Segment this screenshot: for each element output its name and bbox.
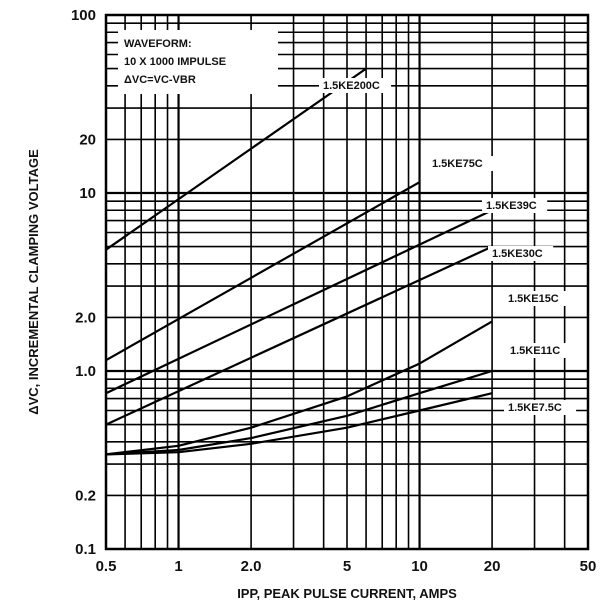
- x-axis-title: IPP, PEAK PULSE CURRENT, AMPS: [237, 586, 457, 601]
- x-tick-label: 2.0: [241, 558, 262, 575]
- y-tick-label: 0.2: [75, 487, 96, 504]
- series-line: [105, 369, 493, 456]
- x-tick-label: 50: [580, 558, 597, 575]
- series-label: 1.5KE11C: [510, 345, 560, 357]
- y-tick-label: 1.0: [75, 363, 96, 380]
- x-tick-label: 5: [343, 558, 351, 575]
- x-tick-label: 1: [174, 558, 182, 575]
- series-line: [105, 320, 493, 456]
- series-label: 1.5KE15C: [508, 293, 559, 305]
- annotation-line: 10 X 1000 IMPULSE: [124, 56, 226, 68]
- tick-labels: 0.5 1 2.0 5 10 20 50 0.1 0.2 1.0 2.0 10 20 100: [71, 7, 596, 575]
- annotation-line: ΔVC=VC-VBR: [124, 74, 196, 86]
- series-line: [105, 209, 493, 395]
- grid: [106, 15, 588, 549]
- series-label: 1.5KE7.5C: [508, 402, 562, 414]
- series-label-bg: [504, 400, 577, 415]
- series-label-bg: [506, 343, 572, 358]
- y-axis-title: ΔVC, INCREMENTAL CLAMPING VOLTAGE: [26, 149, 41, 415]
- y-tick-label: 100: [71, 7, 96, 24]
- y-tick-label: 2.0: [75, 309, 96, 326]
- series-label-bg: [488, 246, 554, 261]
- series-line: [105, 67, 367, 251]
- annotation-box: WAVEFORM: 10 X 1000 IMPULSE ΔVC=VC-VBR: [118, 30, 278, 94]
- plot-frame: [104, 13, 590, 551]
- series-label: 1.5KE75C: [432, 158, 483, 170]
- series-label: 1.5KE30C: [492, 248, 543, 260]
- series-label-bg: [319, 78, 392, 93]
- series-label: 1.5KE39C: [486, 200, 537, 212]
- annotation-line: WAVEFORM:: [124, 38, 192, 50]
- x-tick-label: 10: [411, 558, 428, 575]
- series-line: [105, 245, 493, 426]
- series-label-bg: [504, 291, 570, 306]
- x-tick-label: 0.5: [96, 558, 117, 575]
- series-layer: [105, 67, 493, 456]
- x-tick-label: 20: [484, 558, 501, 575]
- series-label-bg: [428, 156, 494, 171]
- series-line: [105, 181, 421, 362]
- y-tick-label: 10: [79, 185, 96, 202]
- series-label: 1.5KE200C: [323, 80, 380, 92]
- series-label-bg: [482, 198, 548, 213]
- y-tick-label: 20: [79, 131, 96, 148]
- y-tick-label: 0.1: [75, 541, 96, 558]
- series-line: [105, 392, 493, 456]
- series-labels: 1.5KE200C 1.5KE75C 1.5KE39C 1.5KE30C 1.5KE15…: [319, 78, 577, 415]
- annotation-bg: [118, 30, 278, 94]
